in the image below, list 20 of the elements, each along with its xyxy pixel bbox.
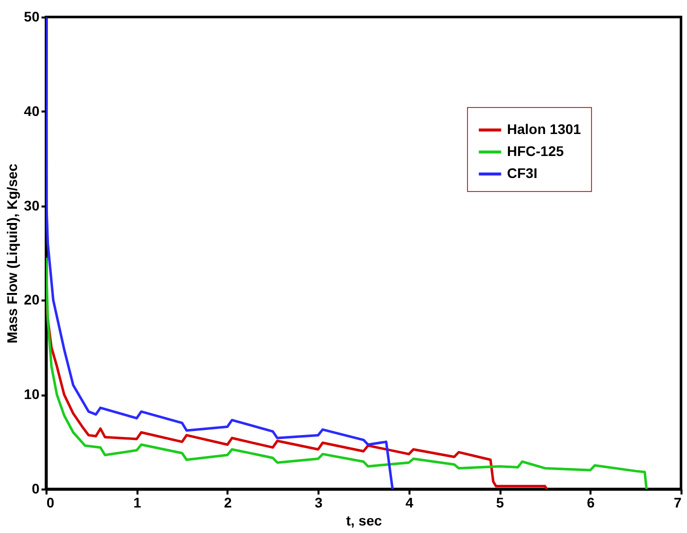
x-tick-label: 5 [496, 494, 504, 510]
x-tick-label: 6 [586, 494, 595, 510]
x-tick-label: 7 [674, 494, 682, 510]
y-tick-label: 20 [24, 292, 40, 308]
x-tick-label: 0 [46, 494, 54, 510]
y-tick-label: 0 [32, 480, 40, 496]
legend-label: Halon 1301 [507, 121, 582, 137]
x-tick-label: 1 [133, 494, 142, 510]
x-tick-label: 3 [314, 494, 323, 510]
y-tick-label: 40 [24, 102, 40, 119]
y-tick-label: 10 [24, 386, 40, 402]
y-axis-title: Mass Flow (Liquid), Kg/sec [4, 163, 20, 344]
x-tick-label: 4 [405, 494, 414, 510]
legend-label: HFC-125 [507, 143, 564, 159]
y-tick-label: 50 [24, 8, 40, 24]
x-axis-title: t, sec [346, 512, 382, 528]
x-tick-label: 2 [224, 494, 232, 510]
y-tick-label: 30 [24, 197, 40, 214]
line-series [46, 256, 648, 489]
legend-label: CF3I [507, 165, 538, 181]
